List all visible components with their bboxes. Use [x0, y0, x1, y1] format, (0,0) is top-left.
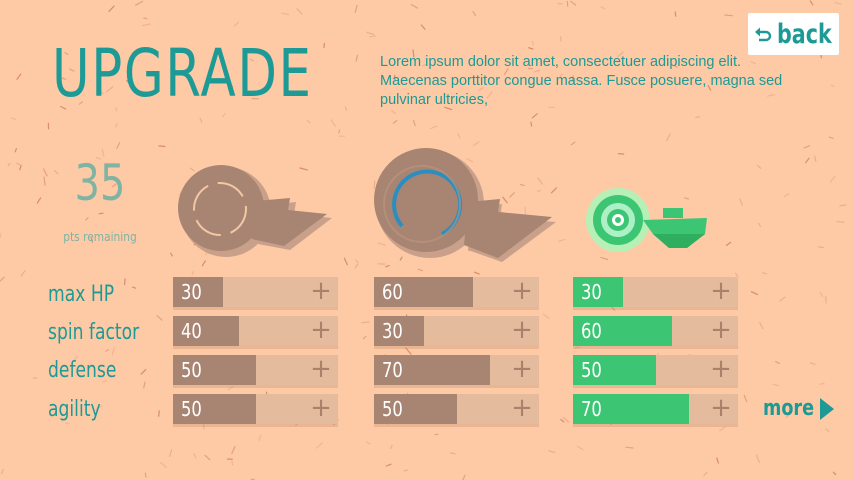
plus-icon[interactable]: + — [710, 354, 732, 384]
unit-2-spinner[interactable] — [372, 146, 562, 266]
unit-3-stat-bar: 60 + — [573, 315, 738, 349]
stat-value: 30 — [382, 319, 403, 343]
unit-3-body — [586, 188, 707, 252]
bar-shadow — [374, 385, 539, 388]
stat-label-agility: agility — [48, 397, 101, 422]
more-button[interactable]: more — [763, 396, 835, 421]
return-arrow-icon — [754, 27, 771, 42]
unit-1-spinner[interactable] — [172, 160, 342, 260]
unit-2-stat-bar: 50 + — [374, 393, 539, 427]
bar-shadow — [374, 424, 539, 427]
stat-bar-fill — [173, 277, 223, 307]
stat-value: 50 — [581, 358, 602, 382]
stat-bar-fill — [173, 355, 256, 385]
more-label: more — [763, 396, 815, 421]
unit-1-body — [178, 165, 327, 251]
stat-value: 50 — [181, 397, 202, 421]
page-title: UPGRADE — [52, 35, 313, 112]
plus-icon[interactable]: + — [310, 276, 332, 306]
arrow-right-icon — [820, 397, 834, 420]
plus-icon[interactable]: + — [511, 315, 533, 345]
stat-value: 40 — [181, 319, 202, 343]
bar-shadow — [173, 424, 338, 427]
plus-icon[interactable]: + — [710, 393, 732, 423]
bar-shadow — [173, 307, 338, 310]
plus-icon[interactable]: + — [310, 354, 332, 384]
unit-1-stat-bar: 50 + — [173, 354, 338, 388]
plus-icon[interactable]: + — [710, 276, 732, 306]
bar-shadow — [573, 346, 738, 349]
stat-bar-fill — [573, 355, 656, 385]
bar-shadow — [173, 385, 338, 388]
stat-value: 60 — [581, 319, 602, 343]
unit-3-spinner[interactable] — [583, 186, 713, 266]
stat-value: 50 — [382, 397, 403, 421]
stat-value: 30 — [581, 280, 602, 304]
unit-1-ring-icon — [193, 182, 247, 236]
stat-value: 60 — [382, 280, 403, 304]
unit-1-stat-bar: 40 + — [173, 315, 338, 349]
stat-bar-fill — [573, 316, 672, 346]
unit-1-stat-bar: 30 + — [173, 276, 338, 310]
stat-bar-fill — [374, 277, 473, 307]
bar-shadow — [374, 307, 539, 310]
plus-icon[interactable]: + — [310, 393, 332, 423]
stat-bar-fill — [374, 355, 490, 385]
unit-2-stat-bar: 60 + — [374, 276, 539, 310]
points-remaining-value: 35 — [74, 154, 126, 212]
stat-value: 50 — [181, 358, 202, 382]
stat-value: 70 — [382, 358, 403, 382]
unit-3-stat-bar: 50 + — [573, 354, 738, 388]
unit-3-stat-bar: 70 + — [573, 393, 738, 427]
unit-1-stat-bar: 50 + — [173, 393, 338, 427]
unit-2-inner-ring — [383, 165, 461, 243]
plus-icon[interactable]: + — [710, 315, 732, 345]
bar-shadow — [374, 346, 539, 349]
stat-bar-fill — [573, 277, 623, 307]
bar-shadow — [173, 346, 338, 349]
stat-label-spin-factor: spin factor — [48, 320, 140, 345]
plus-icon[interactable]: + — [310, 315, 332, 345]
stat-value: 30 — [181, 280, 202, 304]
plus-icon[interactable]: + — [511, 276, 533, 306]
stat-bar-fill — [173, 394, 256, 424]
unit-2-stat-bar: 30 + — [374, 315, 539, 349]
unit-3-stat-bar: 30 + — [573, 276, 738, 310]
bar-shadow — [573, 307, 738, 310]
plus-icon[interactable]: + — [511, 354, 533, 384]
points-remaining-label: pts remaining — [63, 229, 137, 244]
stat-value: 70 — [581, 397, 602, 421]
back-label: back — [776, 18, 832, 50]
stat-bar-fill — [573, 394, 689, 424]
bar-shadow — [573, 424, 738, 427]
stat-bar-fill — [173, 316, 239, 346]
back-button[interactable]: back — [748, 13, 839, 55]
stat-bar-fill — [374, 316, 424, 346]
unit-2-stat-bar: 70 + — [374, 354, 539, 388]
description-text: Lorem ipsum dolor sit amet, consectetuer… — [380, 54, 783, 108]
stat-label-defense: defense — [48, 358, 117, 383]
stat-label-max-hp: max HP — [48, 282, 115, 307]
bar-shadow — [573, 385, 738, 388]
stat-bar-fill — [374, 394, 457, 424]
plus-icon[interactable]: + — [511, 393, 533, 423]
